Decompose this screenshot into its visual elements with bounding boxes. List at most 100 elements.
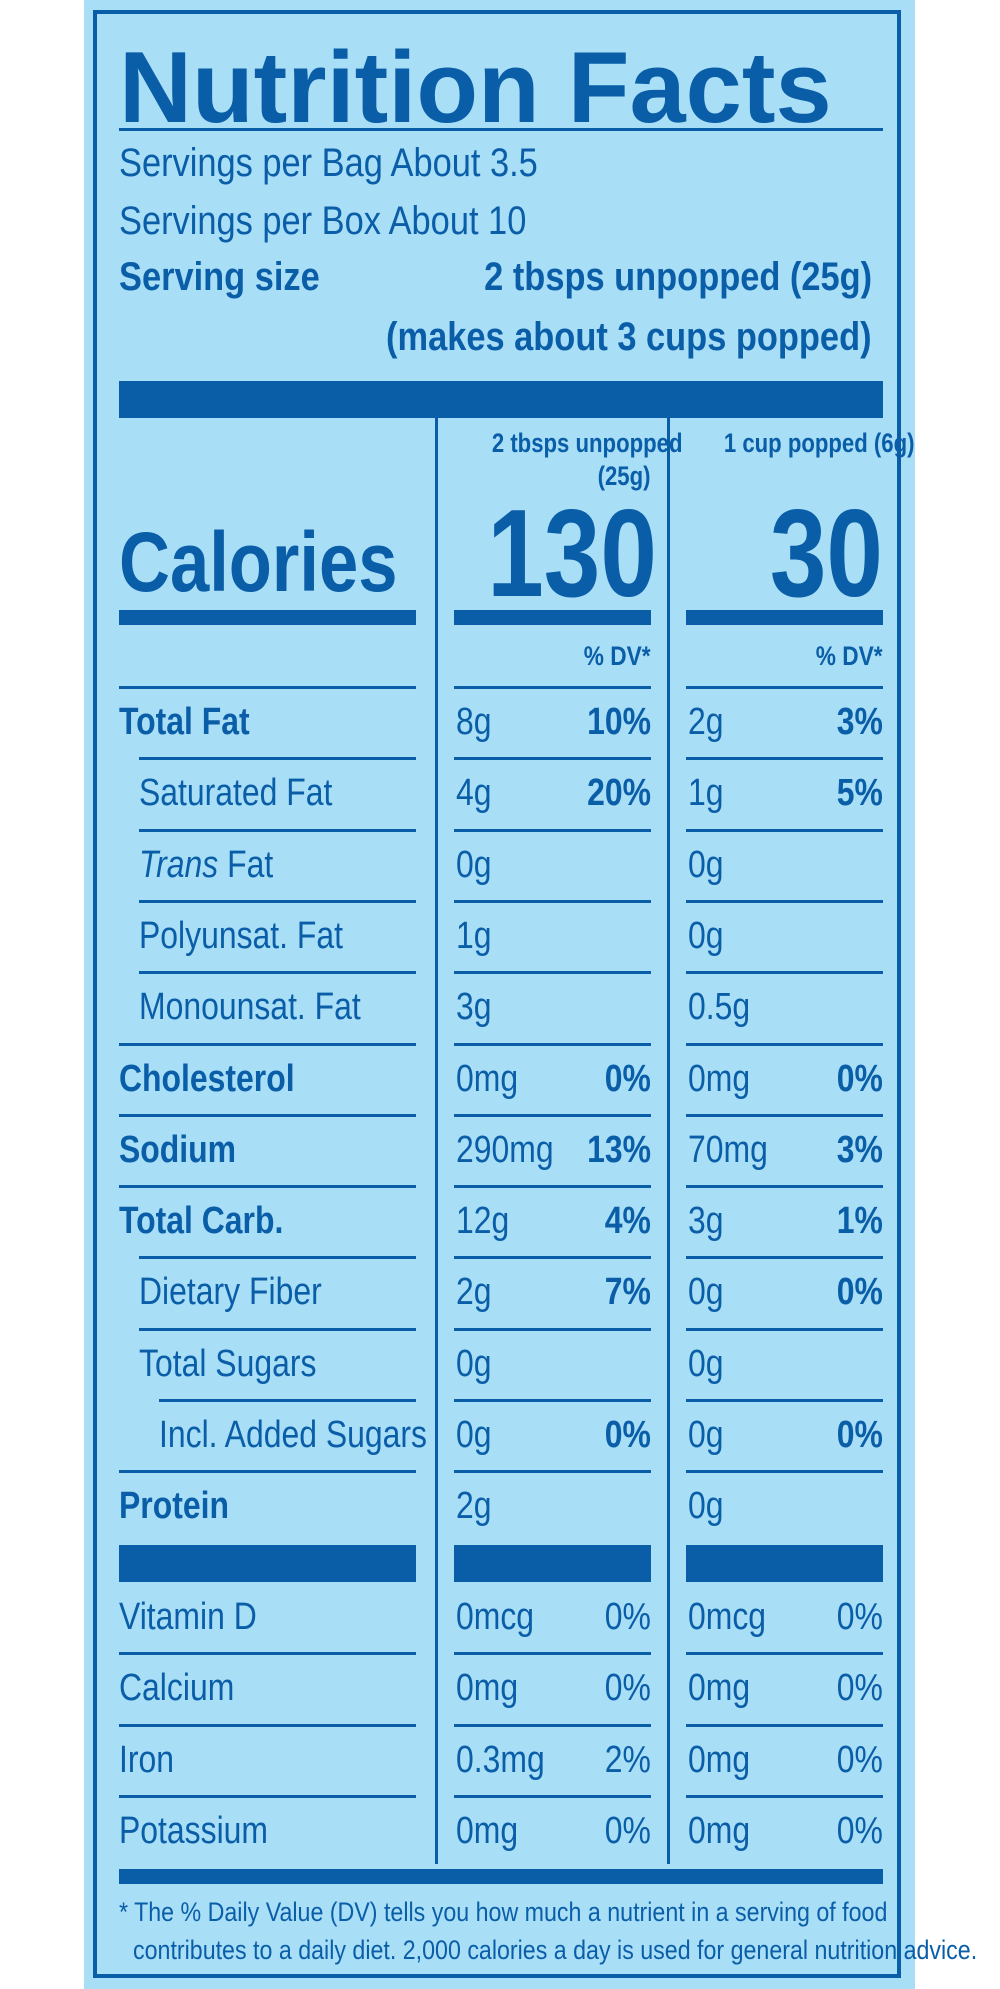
value-col2: 1g	[688, 772, 724, 815]
value-col2: 0g	[688, 1271, 724, 1314]
row-rule	[139, 899, 416, 903]
row-rule	[454, 1327, 651, 1331]
row-rule	[686, 1794, 883, 1798]
vitamin-bar-col1	[454, 1545, 651, 1582]
serving-size-value: 2 tbsps unpopped (25g)	[484, 255, 872, 299]
value-col1: 0mg	[456, 1057, 519, 1100]
col1-header-line2: (25g)	[598, 461, 651, 491]
nutrition-facts-title: Nutrition Facts	[119, 32, 832, 144]
dv-col2: 5%	[836, 772, 883, 815]
value-col2: 0mg	[688, 1667, 751, 1710]
nutrient-name: Total Carb.	[119, 1200, 284, 1243]
row-rule	[686, 1042, 883, 1046]
row-rule	[119, 1113, 416, 1117]
value-col2: 0mg	[688, 1809, 751, 1852]
row-rule	[119, 1042, 416, 1046]
nutrient-name: Polyunsat. Fat	[139, 914, 344, 957]
row-rule	[159, 1399, 416, 1402]
row-rule	[454, 757, 651, 761]
value-col2: 0g	[688, 1414, 724, 1456]
nutrient-name: Sodium	[119, 1128, 237, 1171]
value-col1: 2g	[456, 1271, 492, 1314]
row-rule	[686, 1652, 883, 1656]
value-col1: 0mg	[456, 1667, 519, 1710]
value-col1: 290mg	[456, 1128, 554, 1171]
title-rule	[119, 128, 883, 131]
vitamin-bar-label	[119, 1545, 416, 1582]
value-col1: 12g	[456, 1200, 510, 1243]
dv-col1: 0%	[604, 1596, 651, 1638]
dv-col1: 0%	[604, 1667, 651, 1710]
nutrient-name: Total Sugars	[139, 1342, 317, 1385]
nutrient-name: Protein	[119, 1485, 229, 1528]
nutrient-name: Saturated Fat	[139, 772, 333, 815]
col1-header-line1: 2 tbsps unpopped	[491, 428, 683, 458]
value-col2: 70mg	[688, 1128, 768, 1171]
row-rule	[686, 1256, 883, 1260]
dv-col1: 10%	[587, 701, 651, 743]
value-col2: 0mcg	[688, 1596, 767, 1638]
thick-bar-bottom	[119, 1869, 883, 1884]
row-rule	[454, 1042, 651, 1046]
row-rule	[119, 1652, 416, 1656]
value-col2: 0g	[688, 1485, 724, 1528]
dv-col1: 0%	[604, 1414, 651, 1456]
row-rule	[119, 1723, 416, 1727]
vitamin-name: Vitamin D	[119, 1596, 257, 1638]
value-col1: 1g	[456, 914, 492, 957]
dv-header-col1: % DV*	[584, 641, 651, 671]
calories-bar-col2	[686, 610, 883, 625]
calories-col1: 130	[487, 485, 657, 623]
value-col1: 0mg	[456, 1809, 519, 1852]
label-border	[93, 10, 901, 1978]
vitamin-name: Potassium	[119, 1809, 269, 1852]
row-rule	[454, 1113, 651, 1117]
calories-bar-label	[119, 610, 416, 625]
row-rule	[686, 1399, 883, 1402]
dv-col1: 13%	[587, 1128, 651, 1171]
row-rule	[686, 1185, 883, 1189]
row-rule	[686, 1327, 883, 1331]
row-rule	[139, 757, 416, 761]
dv-col1: 2%	[604, 1738, 651, 1781]
nutrient-name: Dietary Fiber	[139, 1271, 322, 1314]
row-rule	[686, 757, 883, 761]
value-col2: 2g	[688, 701, 724, 743]
row-rule	[454, 1185, 651, 1189]
dv-col2: 3%	[836, 1128, 883, 1171]
row-rule	[119, 686, 416, 689]
row-rule	[119, 1794, 416, 1798]
dv-col2: 0%	[836, 1414, 883, 1456]
col2-header: 1 cup popped (6g)	[723, 428, 915, 458]
row-rule	[686, 1113, 883, 1117]
footnote-line2: contributes to a daily diet. 2,000 calor…	[133, 1935, 978, 1965]
dv-col2: 1%	[836, 1200, 883, 1243]
row-rule	[119, 1185, 416, 1189]
row-rule	[454, 1256, 651, 1260]
dv-col1: 4%	[604, 1200, 651, 1243]
value-col2: 0g	[688, 843, 724, 886]
value-col1: 2g	[456, 1485, 492, 1528]
value-col1: 0.3mg	[456, 1738, 545, 1781]
row-rule	[686, 1470, 883, 1474]
row-rule	[454, 1470, 651, 1474]
row-rule	[454, 1794, 651, 1798]
row-rule	[119, 1470, 416, 1474]
dv-col2: 3%	[836, 701, 883, 743]
row-rule	[686, 1723, 883, 1727]
nutrient-name: Total Fat	[119, 701, 250, 743]
dv-col2: 0%	[836, 1809, 883, 1852]
row-rule	[139, 1327, 416, 1331]
nutrient-name: Monounsat. Fat	[139, 986, 361, 1029]
value-col2: 0mg	[688, 1738, 751, 1781]
row-rule	[139, 971, 416, 975]
value-col1: 3g	[456, 986, 492, 1029]
dv-col1: 7%	[604, 1271, 651, 1314]
value-col1: 0g	[456, 843, 492, 886]
servings-per-bag: Servings per Bag About 3.5	[119, 141, 538, 185]
row-rule	[686, 828, 883, 832]
row-rule	[686, 971, 883, 975]
value-col2: 0g	[688, 914, 724, 957]
calories-label: Calories	[119, 515, 398, 609]
row-rule	[454, 1399, 651, 1402]
